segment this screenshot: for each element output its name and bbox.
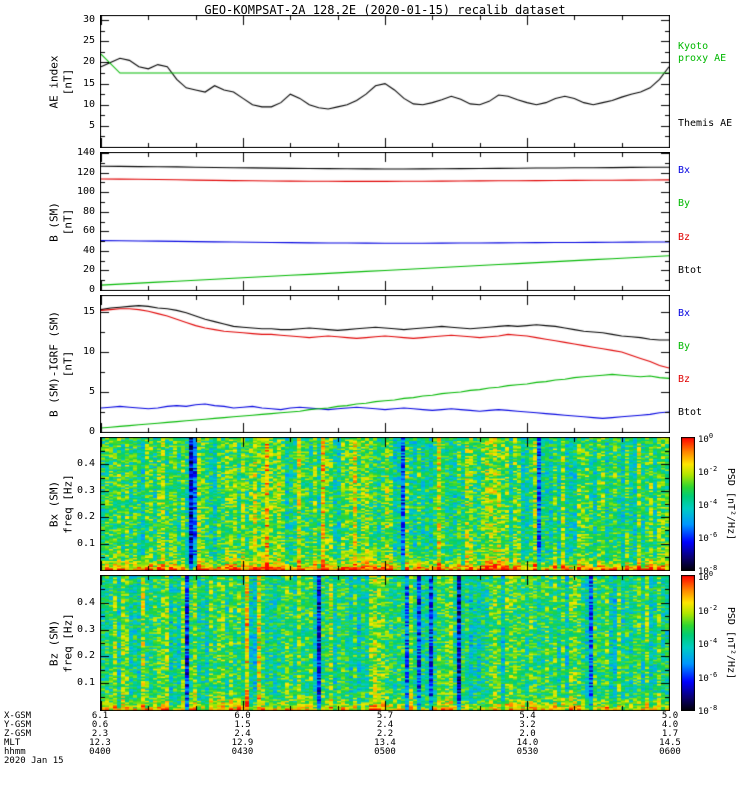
axis-row-value: 5.0	[661, 711, 679, 721]
b-sm-minus-igrf-ytick-label: 5	[88, 386, 95, 397]
bx-spectrogram-ytick-label: 0.4	[76, 458, 95, 470]
b-sm-ytick-label: 40	[82, 244, 95, 256]
axis-row-label-mlt: MLT	[4, 738, 21, 748]
axis-row-value: 12.3	[89, 738, 111, 748]
bx-spectrogram-ytick-label: 0.3	[76, 484, 95, 496]
bx-spectrogram-ytick-label: 0.1	[76, 537, 95, 549]
colorbar-tick-label: 100	[698, 570, 714, 583]
colorbar-title: PSD [nT²/Hz]	[725, 606, 736, 680]
b-sm-ytick-label: 100	[76, 186, 95, 198]
axis-row-value: 0430	[231, 747, 254, 757]
ae-index-ytick-label: 25	[82, 35, 95, 47]
ae-index-ytick-label: 5	[88, 119, 95, 131]
b-sm-minus-igrf-ytick-label: 0	[88, 426, 95, 437]
b-sm-minus-igrf-ytick-label: 10	[82, 346, 95, 357]
colorbar-tick-label: 100	[698, 432, 714, 445]
axis-row-label-x-gsm: X-GSM	[4, 711, 32, 721]
axis-row-value: 14.0	[516, 738, 539, 748]
date-label: 2020 Jan 15	[4, 756, 64, 766]
ae-index-ytick-label: 20	[82, 56, 95, 68]
colorbar-tick-label: 10-4	[698, 637, 718, 650]
b-sm-legend-label: Btot	[678, 264, 703, 276]
bz-spectrogram-ytick-label: 0.3	[76, 623, 95, 635]
b-sm-ytick-label: 0	[88, 284, 95, 295]
axis-row-label-hhmm: hhmm	[4, 747, 26, 757]
bz-spectrogram-ytick-label: 0.1	[76, 677, 95, 689]
ae-index-legend-label: proxy AE	[678, 52, 727, 64]
bx-spectrogram-colorbar	[681, 437, 695, 571]
axis-row-value: 14.5	[659, 738, 681, 748]
bz-spectrogram-ytick-label: 0.2	[76, 650, 95, 662]
b-sm-minus-igrf-canvas	[100, 295, 670, 433]
colorbar-tick-label: 10-2	[698, 465, 718, 478]
ae-index-ylabel: [nT]	[61, 68, 75, 95]
axis-row-value: 0530	[516, 747, 539, 757]
axis-row-value: 4.0	[661, 720, 679, 730]
ae-index-ytick-label: 30	[82, 14, 95, 26]
b-sm-ytick-label: 80	[82, 205, 95, 217]
b-sm-minus-igrf-ylabel: B (SM)-IGRF (SM)	[47, 311, 61, 417]
axis-row-value: 2.0	[519, 729, 536, 739]
axis-row-value: 2.4	[234, 729, 251, 739]
b-sm-minus-igrf-ytick-label: 15	[82, 306, 95, 317]
bx-spectrogram-ytick-label: 0.2	[76, 511, 95, 523]
colorbar-tick-label: 10-6	[698, 531, 718, 544]
bz-spectrogram-ylabel: freq [Hz]	[61, 613, 75, 673]
b-sm-ytick-label: 120	[76, 166, 95, 178]
plot-title: GEO-KOMPSAT-2A 128.2E (2020-01-15) recal…	[204, 3, 566, 17]
b-sm-minus-igrf-ylabel: [nT]	[61, 350, 75, 378]
axis-row-value: 0.6	[91, 720, 109, 730]
ae-index-ytick-label: 10	[82, 98, 95, 110]
b-sm-ylabel: [nT]	[61, 208, 75, 235]
b-sm-ytick-label: 60	[82, 225, 95, 237]
bz-spectrogram-ylabel: Bz (SM)	[47, 619, 61, 667]
b-sm-minus-igrf-legend-label: Bx	[678, 307, 691, 319]
axis-row-value: 2.2	[376, 729, 394, 739]
axis-row-value: 12.9	[231, 738, 254, 748]
b-sm-ytick-label: 20	[82, 264, 95, 276]
bx-spectrogram-ylabel: freq [Hz]	[61, 474, 75, 534]
axis-row-value: 6.0	[234, 711, 251, 721]
colorbar-tick-label: 10-4	[698, 498, 718, 511]
axis-row-value: 0600	[659, 747, 681, 757]
axis-row-value: 0400	[89, 747, 111, 757]
axis-row-value: 0500	[374, 747, 396, 757]
axis-row-value: 2.3	[91, 729, 109, 739]
colorbar-tick-label: 10-2	[698, 603, 718, 617]
colorbar-title: PSD [nT²/Hz]	[725, 467, 736, 541]
bx-spectrogram-ylabel: Bx (SM)	[47, 480, 61, 528]
b-sm-minus-igrf-legend-label: By	[678, 340, 691, 352]
axis-row-value: 13.4	[374, 738, 396, 748]
bz-spectrogram-canvas	[100, 575, 670, 711]
b-sm-minus-igrf-legend-label: Bz	[678, 374, 691, 386]
axis-row-label-y-gsm: Y-GSM	[4, 720, 32, 730]
ae-index-ylabel: AE index	[47, 55, 61, 108]
ae-index-ytick-label: 15	[82, 77, 95, 89]
ae-index-legend-label: Themis AE	[678, 117, 733, 129]
axis-row-value: 6.1	[91, 711, 109, 721]
b-sm-ylabel: B (SM)	[47, 201, 61, 242]
ae-index-canvas	[100, 15, 670, 148]
b-sm-legend-label: By	[678, 198, 691, 210]
axis-row-value: 1.5	[234, 720, 251, 730]
axis-row-value: 5.7	[376, 711, 394, 721]
b-sm-legend-label: Bz	[678, 231, 691, 243]
axis-row-value: 1.7	[661, 729, 679, 739]
colorbar-tick-label: 10-8	[698, 564, 718, 577]
bz-spectrogram-colorbar	[681, 575, 695, 711]
b-sm-canvas	[100, 152, 670, 291]
bz-spectrogram-ytick-label: 0.4	[76, 596, 95, 608]
colorbar-tick-label: 10-6	[698, 670, 718, 684]
b-sm-ytick-label: 140	[76, 147, 95, 158]
ae-index-legend-label: Kyoto	[678, 40, 709, 52]
axis-row-value: 2.4	[376, 720, 394, 730]
b-sm-minus-igrf-legend-label: Btot	[678, 407, 703, 419]
b-sm-legend-label: Bx	[678, 164, 691, 176]
bx-spectrogram-canvas	[100, 437, 670, 571]
axis-row-value: 5.4	[519, 711, 536, 721]
colorbar-tick-label: 10-8	[698, 704, 718, 717]
axis-row-value: 3.2	[519, 720, 536, 730]
axis-row-label-z-gsm: Z-GSM	[4, 729, 32, 739]
